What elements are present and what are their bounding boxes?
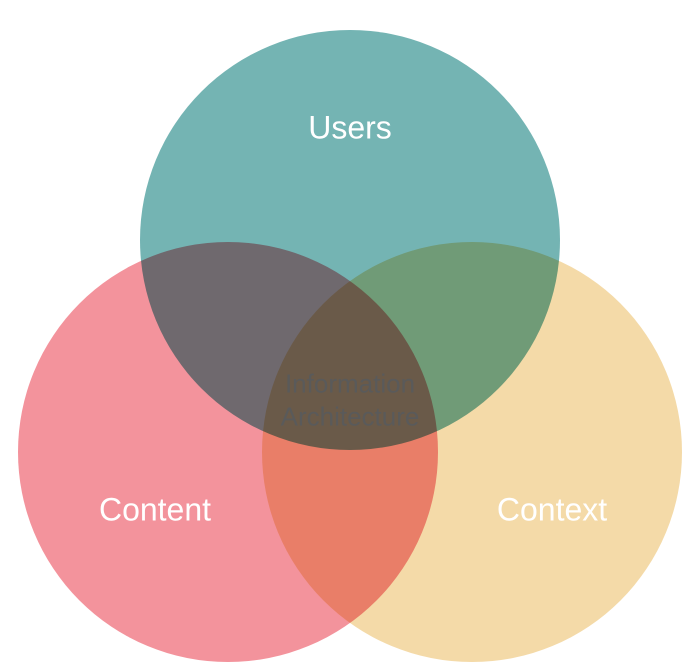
circle-context — [262, 242, 682, 662]
center-label: Information Architecture — [281, 368, 420, 433]
label-context: Context — [497, 492, 607, 529]
venn-svg — [0, 0, 700, 672]
label-content: Content — [99, 492, 211, 529]
center-label-line2: Architecture — [281, 401, 420, 431]
label-users: Users — [308, 110, 392, 147]
venn-diagram: Users Content Context Information Archit… — [0, 0, 700, 672]
center-label-line1: Information — [285, 369, 415, 399]
